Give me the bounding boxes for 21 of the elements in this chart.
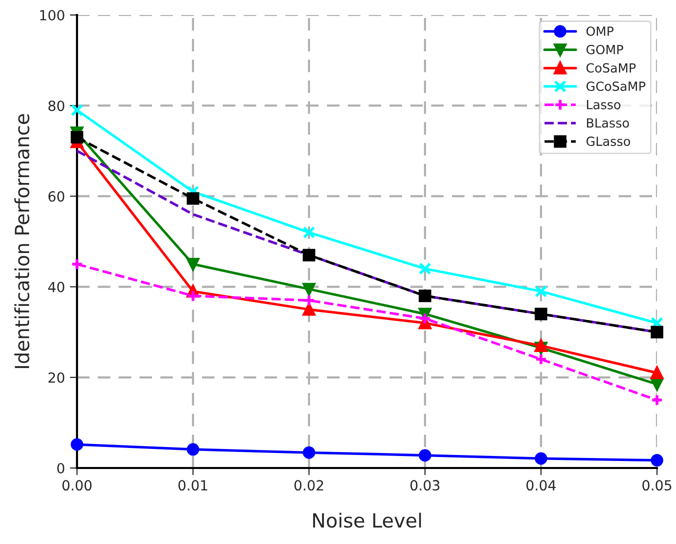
x-tick-label: 0.03 [410, 480, 440, 491]
y-axis-title: Identification Performance [14, 114, 30, 368]
y-tick-label: 0 [57, 462, 64, 474]
y-tick-label: 80 [48, 100, 64, 112]
x-tick-label: 0.00 [62, 480, 92, 491]
x-tick-label: 0.02 [294, 480, 324, 491]
x-tick-label: 0.05 [642, 480, 672, 491]
y-tick-label: 60 [48, 191, 64, 202]
x-tick-label: 0.01 [178, 480, 208, 491]
legend-label: GOMP [586, 44, 624, 54]
legend-label: GCoSaMP [586, 82, 646, 91]
x-axis-title: Noise Level [313, 512, 421, 528]
y-tick-label: 40 [48, 282, 64, 292]
legend-label: CoSaMP [586, 63, 636, 73]
x-tick-label: 0.04 [526, 480, 556, 491]
y-tick-label: 100 [40, 10, 64, 20]
legend-label: OMP [586, 26, 614, 36]
legend-label: GLasso [586, 136, 630, 146]
legend-label: BLasso [586, 118, 629, 128]
y-tick-label: 20 [48, 372, 64, 383]
legend-label: Lasso [586, 100, 620, 110]
